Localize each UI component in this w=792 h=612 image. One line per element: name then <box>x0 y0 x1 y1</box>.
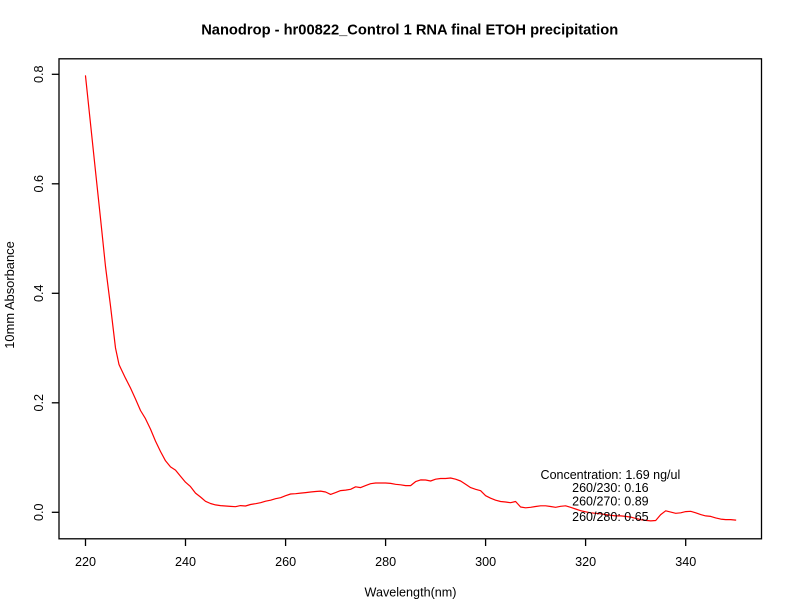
svg-text:300: 300 <box>475 555 496 569</box>
svg-text:0.0: 0.0 <box>32 504 46 522</box>
svg-text:Wavelength(nm): Wavelength(nm) <box>365 585 457 599</box>
svg-text:320: 320 <box>575 555 596 569</box>
svg-text:220: 220 <box>75 555 96 569</box>
svg-text:240: 240 <box>175 555 196 569</box>
svg-text:260/230: 0.16: 260/230: 0.16 <box>572 481 649 495</box>
svg-text:Nanodrop - hr00822_Control 1 R: Nanodrop - hr00822_Control 1 RNA final E… <box>201 22 618 38</box>
svg-text:10mm Absorbance: 10mm Absorbance <box>2 241 17 348</box>
svg-text:260/270: 0.89: 260/270: 0.89 <box>572 495 649 509</box>
svg-text:0.4: 0.4 <box>32 285 46 303</box>
svg-text:260/280: 0.65: 260/280: 0.65 <box>572 510 649 524</box>
svg-text:280: 280 <box>375 555 396 569</box>
svg-text:Concentration: 1.69 ng/ul: Concentration: 1.69 ng/ul <box>541 468 681 482</box>
svg-text:0.6: 0.6 <box>32 175 46 193</box>
svg-text:0.2: 0.2 <box>32 394 46 412</box>
svg-text:0.8: 0.8 <box>32 66 46 84</box>
svg-text:260: 260 <box>275 555 296 569</box>
svg-text:340: 340 <box>675 555 696 569</box>
